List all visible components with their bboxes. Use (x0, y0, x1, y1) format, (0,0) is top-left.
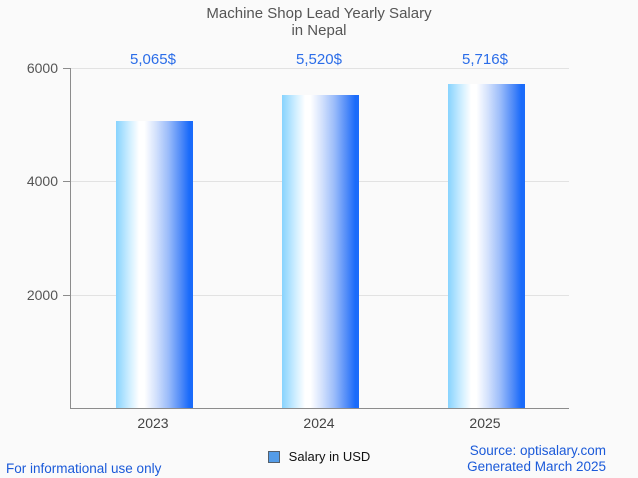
legend: Salary in USD (0, 449, 638, 464)
footer-source-block: Source: optisalary.com Generated March 2… (467, 443, 606, 475)
gridline-6000 (71, 68, 569, 69)
source-link[interactable]: Source: optisalary.com (469, 443, 606, 458)
bar-2025 (447, 84, 525, 408)
chart-title-line1: Machine Shop Lead Yearly Salary (206, 5, 432, 22)
legend-swatch-icon (267, 450, 280, 463)
y-axis-label: 6000 (26, 60, 58, 76)
y-axis-tick (63, 181, 71, 183)
bar-value-label: 5,716$ (462, 51, 508, 68)
bar-value-label: 5,520$ (296, 51, 342, 68)
bar-2023 (115, 120, 193, 408)
y-axis-label: 2000 (26, 286, 58, 303)
bar-value-label: 5,065$ (130, 51, 176, 68)
chart-title-line2: in Nepal (291, 22, 347, 39)
plot-area (63, 68, 569, 409)
generated-date: Generated March 2025 (467, 459, 606, 474)
y-axis-tick (63, 68, 71, 69)
x-axis-label: 2025 (469, 415, 501, 431)
y-axis-tick (63, 294, 71, 296)
footer-disclaimer: For informational use only (6, 461, 162, 476)
chart-title: Machine Shop Lead Yearly Salary in Nepal (0, 5, 638, 39)
x-axis-label: 2023 (137, 415, 169, 431)
x-axis-label: 2024 (303, 415, 335, 431)
y-axis-label: 4000 (26, 173, 58, 190)
legend-label: Salary in USD (288, 449, 371, 464)
bar-2024 (281, 95, 359, 408)
